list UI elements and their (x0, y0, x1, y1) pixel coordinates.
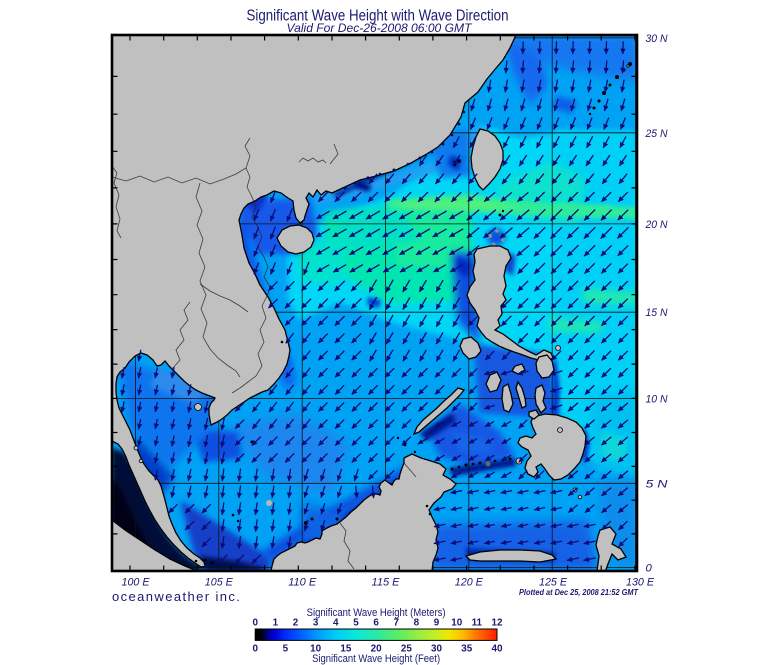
svg-text:0: 0 (646, 563, 653, 575)
svg-text:Valid For Dec-26-2008 06:00 GM: Valid For Dec-26-2008 06:00 GMT (287, 21, 473, 35)
svg-text:10: 10 (310, 644, 321, 655)
svg-text:0: 0 (252, 618, 258, 629)
svg-text:15 N: 15 N (646, 307, 669, 319)
svg-text:Significant Wave Height with W: Significant Wave Height with Wave Direct… (247, 8, 509, 25)
svg-text:8: 8 (414, 618, 420, 629)
svg-text:20: 20 (371, 644, 382, 655)
svg-text:10: 10 (451, 618, 462, 629)
svg-text:40: 40 (492, 644, 503, 655)
svg-text:35: 35 (461, 644, 472, 655)
svg-text:25: 25 (401, 644, 412, 655)
svg-text:2: 2 (293, 618, 299, 629)
svg-text:Plotted at Dec 25, 2008 21:52: Plotted at Dec 25, 2008 21:52 GMT (519, 588, 639, 597)
svg-text:15: 15 (340, 644, 351, 655)
svg-text:130 E: 130 E (626, 577, 654, 589)
svg-text:125 E: 125 E (539, 577, 567, 589)
svg-text:105 E: 105 E (205, 577, 233, 589)
svg-text:3: 3 (313, 618, 319, 629)
svg-text:100 E: 100 E (122, 577, 150, 589)
svg-text:30: 30 (431, 644, 442, 655)
svg-text:4: 4 (333, 618, 339, 629)
svg-text:110 E: 110 E (288, 577, 316, 589)
svg-text:115 E: 115 E (372, 577, 400, 589)
svg-text:12: 12 (492, 618, 503, 629)
svg-text:5: 5 (283, 644, 289, 655)
svg-text:30 N: 30 N (646, 33, 669, 45)
svg-text:5: 5 (353, 618, 359, 629)
svg-text:25 N: 25 N (645, 128, 669, 140)
svg-text:9: 9 (434, 618, 440, 629)
svg-text:0: 0 (252, 644, 258, 655)
svg-text:oceanweather inc.: oceanweather inc. (112, 589, 241, 604)
svg-text:7: 7 (394, 618, 400, 629)
svg-text:11: 11 (472, 618, 483, 629)
svg-text:20 N: 20 N (645, 219, 669, 231)
svg-text:5 N: 5 N (646, 478, 669, 490)
svg-text:Significant Wave Height (Meter: Significant Wave Height (Meters) (307, 607, 446, 619)
svg-text:120 E: 120 E (455, 577, 483, 589)
svg-text:10 N: 10 N (646, 393, 669, 405)
svg-text:6: 6 (373, 618, 379, 629)
svg-text:1: 1 (273, 618, 279, 629)
svg-text:Significant Wave Height (Feet): Significant Wave Height (Feet) (312, 653, 440, 665)
